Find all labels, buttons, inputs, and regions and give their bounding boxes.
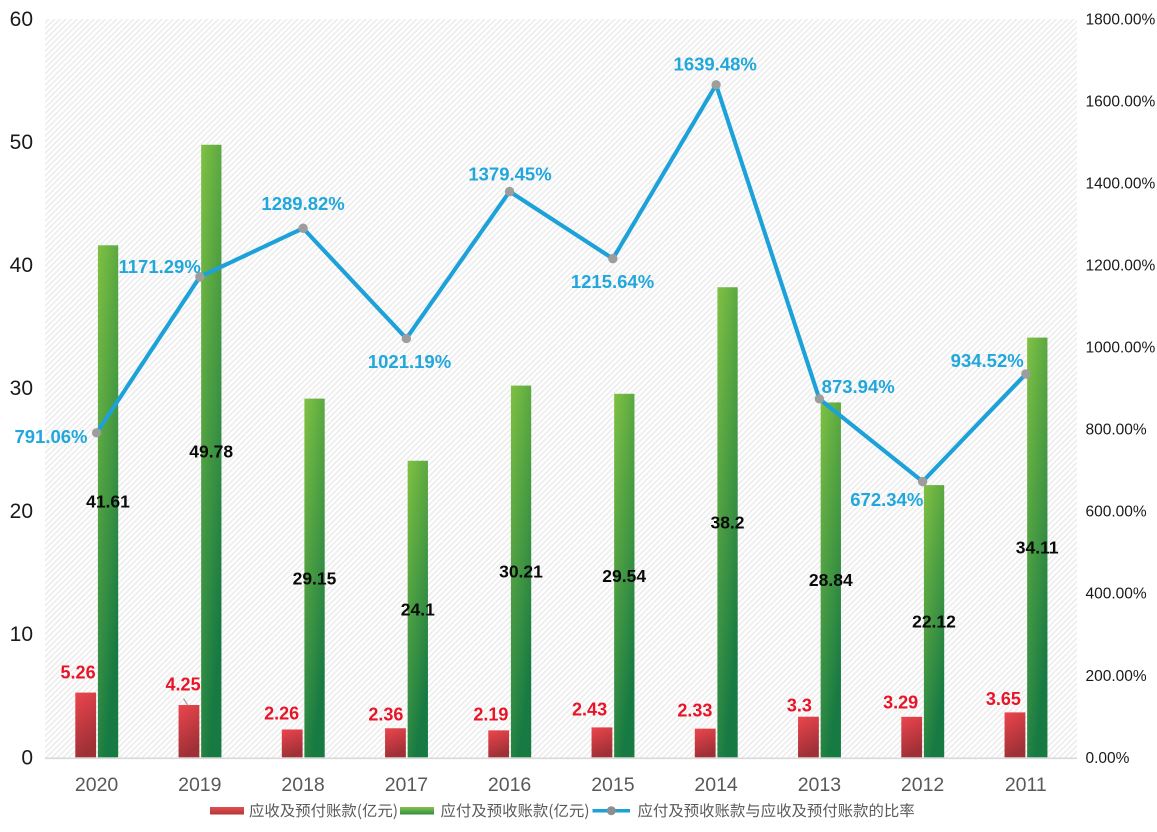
- svg-text:10: 10: [10, 623, 33, 646]
- svg-text:41.61: 41.61: [86, 492, 130, 512]
- svg-text:200.00%: 200.00%: [1086, 668, 1147, 685]
- svg-text:3.29: 3.29: [883, 693, 918, 713]
- svg-text:49.78: 49.78: [189, 441, 233, 461]
- svg-text:934.52%: 934.52%: [951, 350, 1024, 371]
- svg-text:2011: 2011: [1005, 774, 1047, 796]
- svg-text:1639.48%: 1639.48%: [674, 53, 757, 74]
- svg-text:50: 50: [10, 131, 33, 154]
- svg-text:5.26: 5.26: [61, 663, 96, 683]
- svg-text:2017: 2017: [385, 774, 428, 796]
- svg-text:2019: 2019: [178, 774, 221, 796]
- svg-text:2.33: 2.33: [677, 701, 712, 721]
- svg-text:2.26: 2.26: [264, 703, 299, 723]
- svg-text:2020: 2020: [75, 774, 119, 796]
- svg-text:30.21: 30.21: [499, 562, 543, 582]
- svg-text:791.06%: 791.06%: [14, 426, 87, 447]
- svg-text:2018: 2018: [281, 774, 324, 796]
- svg-text:40: 40: [10, 254, 33, 277]
- svg-text:29.15: 29.15: [293, 568, 337, 588]
- svg-text:1400.00%: 1400.00%: [1086, 176, 1156, 193]
- svg-text:1215.64%: 1215.64%: [571, 271, 654, 292]
- svg-text:1000.00%: 1000.00%: [1086, 340, 1156, 357]
- svg-text:400.00%: 400.00%: [1086, 586, 1147, 603]
- svg-text:30: 30: [10, 377, 33, 400]
- svg-text:2014: 2014: [694, 774, 738, 796]
- svg-text:0.00%: 0.00%: [1086, 750, 1130, 767]
- svg-text:34.11: 34.11: [1016, 538, 1059, 558]
- svg-text:873.94%: 873.94%: [822, 376, 895, 397]
- svg-text:800.00%: 800.00%: [1086, 422, 1147, 439]
- svg-text:22.12: 22.12: [912, 612, 956, 632]
- svg-text:1171.29%: 1171.29%: [118, 256, 200, 277]
- svg-text:24.1: 24.1: [401, 599, 435, 619]
- svg-text:1600.00%: 1600.00%: [1086, 94, 1156, 111]
- svg-text:2015: 2015: [591, 774, 635, 796]
- svg-text:1800.00%: 1800.00%: [1086, 12, 1156, 29]
- svg-text:60: 60: [10, 8, 33, 31]
- svg-text:3.3: 3.3: [787, 695, 812, 715]
- svg-text:672.34%: 672.34%: [850, 489, 923, 510]
- svg-text:600.00%: 600.00%: [1086, 504, 1147, 521]
- svg-text:2012: 2012: [901, 774, 944, 796]
- svg-text:28.84: 28.84: [809, 570, 853, 590]
- svg-text:38.2: 38.2: [710, 513, 744, 533]
- svg-text:2.36: 2.36: [368, 705, 403, 725]
- svg-text:0: 0: [21, 746, 33, 769]
- svg-text:4.25: 4.25: [166, 674, 201, 694]
- svg-text:3.65: 3.65: [986, 689, 1021, 709]
- svg-text:2016: 2016: [488, 774, 531, 796]
- svg-text:1289.82%: 1289.82%: [261, 193, 344, 214]
- svg-text:29.54: 29.54: [602, 566, 646, 586]
- svg-text:1200.00%: 1200.00%: [1086, 258, 1156, 275]
- svg-text:1379.45%: 1379.45%: [468, 163, 551, 184]
- svg-text:2.43: 2.43: [572, 700, 607, 720]
- svg-text:20: 20: [10, 500, 33, 523]
- svg-text:2013: 2013: [798, 774, 841, 796]
- svg-text:2.19: 2.19: [473, 705, 508, 725]
- svg-text:1021.19%: 1021.19%: [368, 351, 451, 372]
